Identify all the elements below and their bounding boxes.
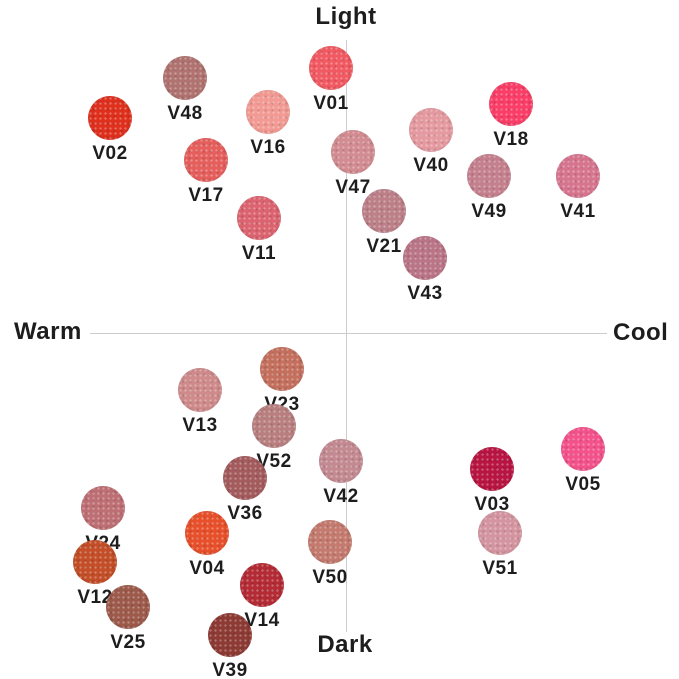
shade-label-v03: V03 bbox=[474, 494, 510, 515]
shade-point-v16: V16 bbox=[246, 90, 290, 162]
shade-point-v04: V04 bbox=[185, 511, 229, 583]
shade-swatch-v14 bbox=[240, 563, 284, 607]
shade-label-v25: V25 bbox=[110, 632, 146, 653]
shade-point-v21: V21 bbox=[362, 189, 406, 261]
shade-point-v17: V17 bbox=[184, 138, 228, 210]
shade-point-v02: V02 bbox=[88, 96, 132, 168]
shade-swatch-v52 bbox=[252, 404, 296, 448]
shade-swatch-v43 bbox=[403, 236, 447, 280]
shade-swatch-v03 bbox=[470, 447, 514, 491]
axis-label-light: Light bbox=[315, 3, 377, 30]
shade-swatch-v12 bbox=[73, 540, 117, 584]
shade-label-v05: V05 bbox=[565, 474, 601, 495]
shade-swatch-v04 bbox=[185, 511, 229, 555]
shade-label-v52: V52 bbox=[256, 451, 292, 472]
shade-swatch-v17 bbox=[184, 138, 228, 182]
warm-cool-axis-line bbox=[90, 333, 607, 334]
shade-label-v17: V17 bbox=[188, 185, 224, 206]
shade-swatch-v42 bbox=[319, 439, 363, 483]
shade-swatch-v39 bbox=[208, 613, 252, 657]
shade-point-v50: V50 bbox=[308, 520, 352, 592]
shade-label-v36: V36 bbox=[227, 503, 263, 524]
shade-swatch-v02 bbox=[88, 96, 132, 140]
shade-swatch-v13 bbox=[178, 368, 222, 412]
shade-swatch-v51 bbox=[478, 511, 522, 555]
shade-swatch-v21 bbox=[362, 189, 406, 233]
shade-swatch-v23 bbox=[260, 347, 304, 391]
shade-point-v43: V43 bbox=[403, 236, 447, 308]
shade-point-v51: V51 bbox=[478, 511, 522, 583]
shade-label-v21: V21 bbox=[366, 236, 402, 257]
shade-swatch-v01 bbox=[309, 46, 353, 90]
shade-point-v05: V05 bbox=[561, 427, 605, 499]
axis-label-warm: Warm bbox=[14, 318, 82, 345]
shade-swatch-v41 bbox=[556, 154, 600, 198]
shade-label-v18: V18 bbox=[493, 129, 529, 150]
axis-label-cool: Cool bbox=[613, 319, 669, 346]
shade-label-v04: V04 bbox=[189, 558, 225, 579]
shade-swatch-v16 bbox=[246, 90, 290, 134]
shade-point-v49: V49 bbox=[467, 154, 511, 226]
shade-point-v03: V03 bbox=[470, 447, 514, 519]
shade-point-v25: V25 bbox=[106, 585, 150, 657]
shade-point-v18: V18 bbox=[489, 82, 533, 154]
shade-point-v42: V42 bbox=[319, 439, 363, 511]
shade-point-v11: V11 bbox=[237, 196, 281, 268]
shade-swatch-v49 bbox=[467, 154, 511, 198]
shade-swatch-v36 bbox=[223, 456, 267, 500]
shade-swatch-v24 bbox=[81, 486, 125, 530]
shade-label-v51: V51 bbox=[482, 558, 518, 579]
shade-label-v48: V48 bbox=[167, 103, 203, 124]
shade-label-v11: V11 bbox=[241, 243, 277, 264]
shade-label-v02: V02 bbox=[92, 143, 128, 164]
shade-point-v39: V39 bbox=[208, 613, 252, 679]
shade-label-v50: V50 bbox=[312, 567, 348, 588]
shade-swatch-v11 bbox=[237, 196, 281, 240]
shade-label-v40: V40 bbox=[413, 155, 449, 176]
shade-label-v39: V39 bbox=[212, 660, 248, 679]
shade-label-v14: V14 bbox=[244, 610, 280, 631]
shade-swatch-v47 bbox=[331, 130, 375, 174]
shade-point-v14: V14 bbox=[240, 563, 284, 635]
shade-label-v42: V42 bbox=[323, 486, 359, 507]
shade-swatch-v18 bbox=[489, 82, 533, 126]
axis-label-dark: Dark bbox=[317, 631, 373, 658]
shade-label-v12: V12 bbox=[77, 587, 113, 608]
shade-point-v47: V47 bbox=[331, 130, 375, 202]
shade-swatch-v25 bbox=[106, 585, 150, 629]
shade-point-v40: V40 bbox=[409, 108, 453, 180]
shade-point-v01: V01 bbox=[309, 46, 353, 118]
shade-point-v41: V41 bbox=[556, 154, 600, 226]
shade-label-v16: V16 bbox=[250, 137, 286, 158]
shade-point-v13: V13 bbox=[178, 368, 222, 440]
shade-label-v43: V43 bbox=[407, 283, 443, 304]
shade-label-v47: V47 bbox=[335, 177, 371, 198]
light-dark-axis-line bbox=[346, 40, 347, 632]
shade-label-v01: V01 bbox=[313, 93, 349, 114]
shade-point-v36: V36 bbox=[223, 456, 267, 528]
shade-swatch-v05 bbox=[561, 427, 605, 471]
shade-point-v12: V12 bbox=[73, 540, 117, 612]
shade-swatch-v50 bbox=[308, 520, 352, 564]
shade-swatch-v40 bbox=[409, 108, 453, 152]
shade-point-v48: V48 bbox=[163, 56, 207, 128]
shade-label-v41: V41 bbox=[560, 201, 596, 222]
shade-point-v52: V52 bbox=[252, 404, 296, 476]
shade-label-v13: V13 bbox=[182, 415, 218, 436]
shade-swatch-v48 bbox=[163, 56, 207, 100]
shade-label-v49: V49 bbox=[471, 201, 507, 222]
